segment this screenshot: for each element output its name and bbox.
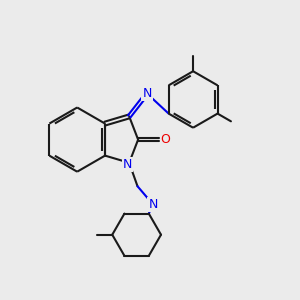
Text: N: N — [123, 158, 132, 171]
Text: O: O — [160, 133, 170, 146]
Text: N: N — [148, 198, 158, 211]
Text: N: N — [142, 87, 152, 100]
